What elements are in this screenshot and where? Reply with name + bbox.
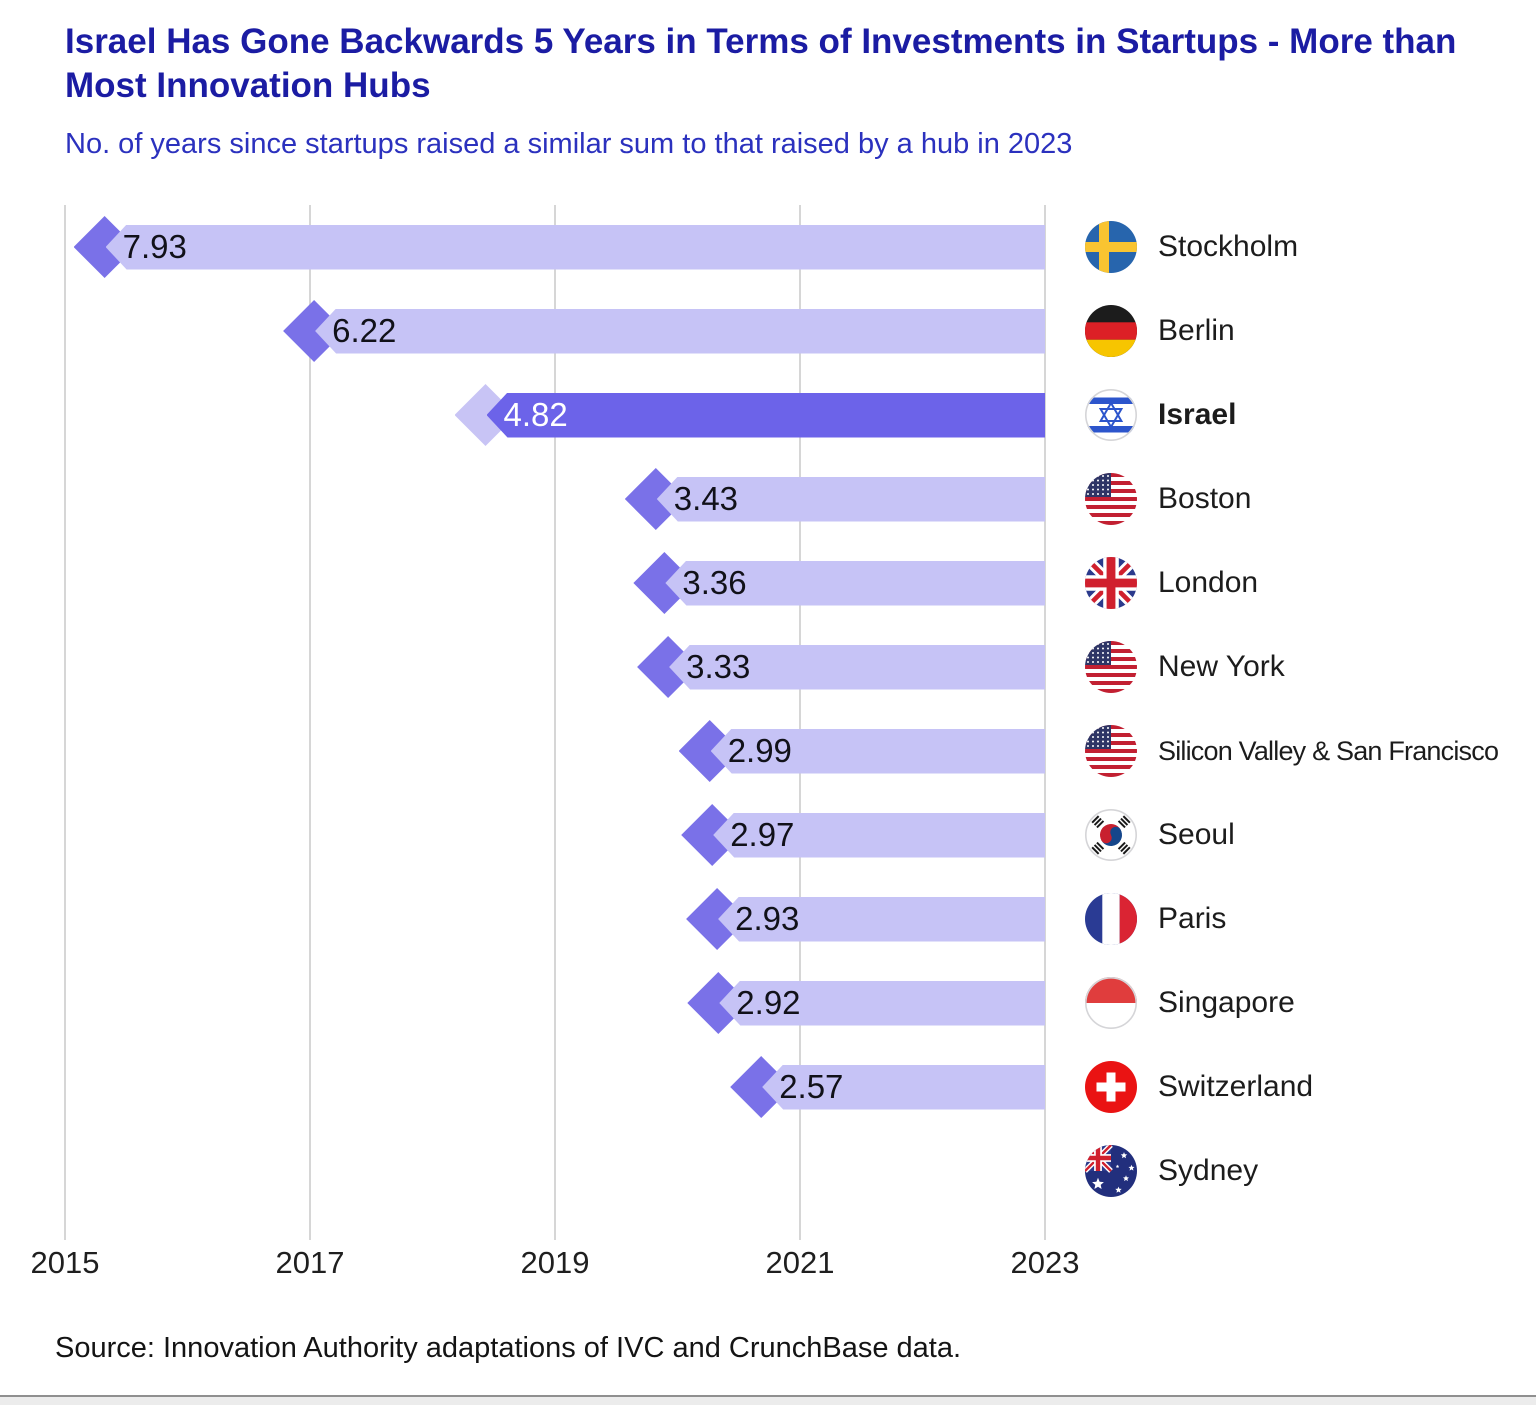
bar-berlin: 6.22 xyxy=(315,308,1045,354)
bar-new-york: 3.33 xyxy=(669,644,1045,690)
usa-flag-icon xyxy=(1085,641,1137,693)
label-singapore: Singapore xyxy=(1158,986,1295,1019)
footer-divider xyxy=(0,1395,1536,1405)
axis-tick-2019: 2019 xyxy=(520,1245,590,1280)
value-label-paris: 2.93 xyxy=(735,900,800,937)
value-label-new-york: 3.33 xyxy=(686,648,751,685)
bar-stockholm: 7.93 xyxy=(105,224,1045,270)
label-stockholm: Stockholm xyxy=(1158,230,1299,263)
chart-title: Israel Has Gone Backwards 5 Years in Ter… xyxy=(65,22,1457,106)
singapore-flag-icon xyxy=(1085,977,1137,1029)
israel-flag-icon xyxy=(1085,389,1137,441)
switzerland-flag-icon xyxy=(1085,1061,1137,1113)
chart-subtitle: No. of years since startups raised a sim… xyxy=(65,128,1073,160)
value-label-london: 3.36 xyxy=(682,564,747,601)
bar-chart: 7.93 Stockholm 6.22 Berlin 4.82 Israel 3… xyxy=(0,205,1536,1305)
value-label-switzerland: 2.57 xyxy=(779,1068,844,1105)
value-label-israel: 4.82 xyxy=(503,396,568,433)
label-new-york: New York xyxy=(1158,650,1285,683)
gridline-2015 xyxy=(64,205,66,1240)
label-silicon-valley-san-francisco: Silicon Valley & San Francisco xyxy=(1158,735,1499,766)
bar-seoul: 2.97 xyxy=(713,812,1045,858)
sweden-flag-icon xyxy=(1085,221,1137,273)
label-israel: Israel xyxy=(1158,398,1237,431)
axis-tick-2023: 2023 xyxy=(1010,1245,1080,1280)
value-label-berlin: 6.22 xyxy=(332,312,397,349)
label-boston: Boston xyxy=(1158,482,1252,515)
axis-tick-2015: 2015 xyxy=(30,1245,100,1280)
bar-silicon-valley-san-francisco: 2.99 xyxy=(710,728,1045,774)
value-label-stockholm: 7.93 xyxy=(122,228,187,265)
australia-flag-icon xyxy=(1085,1145,1137,1197)
bar-switzerland: 2.57 xyxy=(762,1064,1045,1110)
gridline-2019 xyxy=(554,205,556,1240)
usa-flag-icon xyxy=(1085,725,1137,777)
korea-flag-icon xyxy=(1085,809,1137,861)
label-sydney: Sydney xyxy=(1158,1154,1259,1187)
gridline-2017 xyxy=(309,205,311,1240)
label-paris: Paris xyxy=(1158,902,1227,935)
label-seoul: Seoul xyxy=(1158,818,1235,851)
label-switzerland: Switzerland xyxy=(1158,1070,1314,1103)
usa-flag-icon xyxy=(1085,473,1137,525)
germany-flag-icon xyxy=(1085,305,1137,357)
value-label-silicon-valley-san-francisco: 2.99 xyxy=(727,732,792,769)
label-london: London xyxy=(1158,566,1259,599)
gridline-2021 xyxy=(799,205,801,1240)
source-note: Source: Innovation Authority adaptations… xyxy=(55,1332,962,1364)
bar-london: 3.36 xyxy=(665,560,1045,606)
axis-tick-2017: 2017 xyxy=(275,1245,345,1280)
bar-israel: 4.82 xyxy=(486,392,1045,438)
value-label-seoul: 2.97 xyxy=(730,816,795,853)
value-label-singapore: 2.92 xyxy=(736,984,801,1021)
bar-paris: 2.93 xyxy=(718,896,1045,942)
value-label-boston: 3.43 xyxy=(673,480,739,517)
bar-singapore: 2.92 xyxy=(719,980,1045,1026)
gridline-2023 xyxy=(1044,205,1046,1240)
label-berlin: Berlin xyxy=(1158,314,1235,347)
france-flag-icon xyxy=(1085,893,1137,945)
axis-tick-2021: 2021 xyxy=(765,1245,835,1280)
bar-boston: 3.43 xyxy=(656,476,1045,522)
uk-flag-icon xyxy=(1085,557,1137,609)
